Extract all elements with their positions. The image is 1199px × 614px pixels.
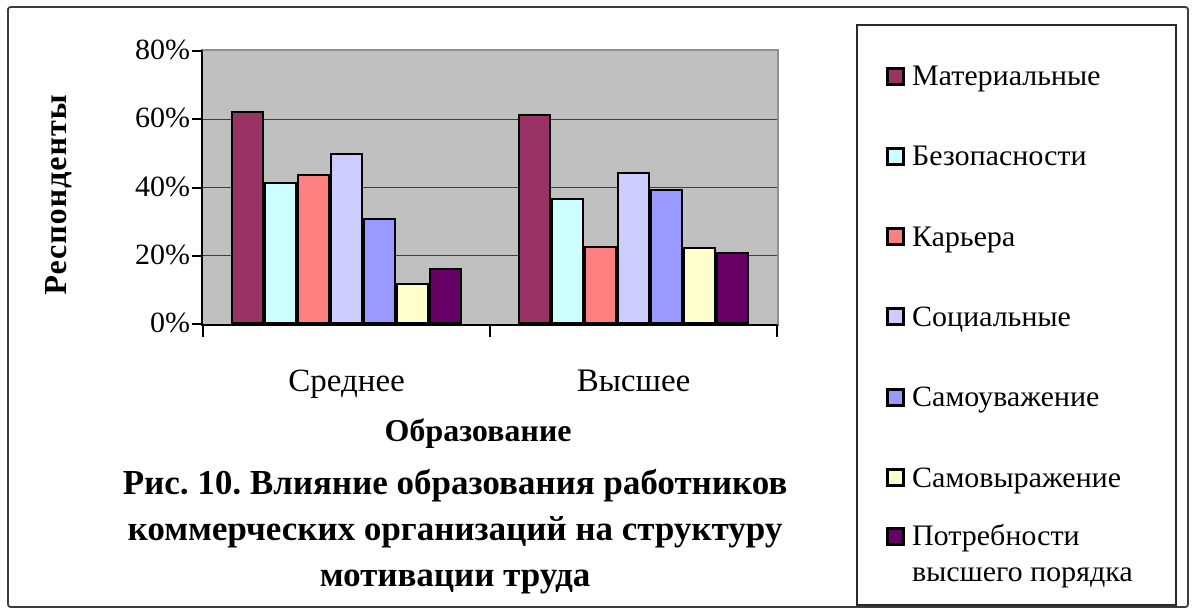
bar-Среднее-Материальные — [231, 111, 264, 324]
bar-Среднее-Самоуважение — [363, 218, 396, 324]
gridline-40 — [203, 187, 777, 188]
bar-Среднее-Потребности высшего порядка — [429, 268, 462, 324]
ytick-label-80: 80% — [135, 33, 190, 66]
ytick-mark-60 — [192, 118, 201, 121]
xcat-label-Высшее: Высшее — [576, 363, 691, 399]
legend-label-Социальные: Социальные — [912, 299, 1071, 333]
legend-swatch-Карьера — [886, 227, 905, 247]
ytick-label-0: 0% — [150, 306, 190, 339]
legend-label-Материальные: Материальные — [912, 59, 1101, 93]
ytick-mark-20 — [192, 254, 201, 257]
legend-label-Самоуважение: Самоуважение — [912, 380, 1100, 414]
legend-item-Самовыражение: Самовыражение — [886, 437, 1169, 517]
plot-area — [201, 49, 779, 326]
bar-Высшее-Самовыражение — [683, 247, 716, 324]
legend-item-Безопасности: Безопасности — [886, 116, 1169, 196]
legend-label-Самовыражение: Самовыражение — [912, 460, 1122, 494]
bar-Высшее-Безопасности — [551, 198, 584, 324]
xcat-label-Среднее: Среднее — [288, 363, 405, 399]
chart-caption: Рис. 10. Влияние образования работников … — [122, 463, 788, 594]
legend-item-Потребности высшего порядка: Потребности высшего порядка — [886, 518, 1169, 598]
x-axis-title: Образование — [384, 412, 572, 448]
ytick-mark-0 — [192, 323, 201, 325]
legend-swatch-Материальные — [886, 66, 905, 86]
legend-label-Безопасности: Безопасности — [912, 139, 1087, 173]
bar-Среднее-Социальные — [330, 153, 363, 324]
bar-Высшее-Материальные — [518, 114, 551, 324]
xtick-mark-0 — [202, 326, 204, 337]
bar-Среднее-Самовыражение — [396, 283, 429, 324]
legend-label-Карьера: Карьера — [912, 219, 1016, 253]
legend-swatch-Самовыражение — [886, 468, 905, 488]
bar-Высшее-Карьера — [584, 246, 617, 324]
legend-swatch-Социальные — [886, 307, 905, 327]
bar-Среднее-Карьера — [297, 174, 330, 324]
gridline-60 — [203, 118, 777, 120]
ytick-label-40: 40% — [135, 169, 190, 203]
legend-box: Материальные Безопасности Карьера Социальны… — [856, 24, 1177, 606]
legend-label-Потребности высшего порядка: Потребности высшего порядка — [912, 518, 1133, 588]
bar-Высшее-Потребности высшего порядка — [716, 252, 749, 324]
legend-item-Карьера: Карьера — [886, 197, 1169, 277]
ytick-mark-80 — [192, 50, 201, 52]
ytick-mark-40 — [192, 186, 201, 189]
gridline-20 — [203, 255, 777, 257]
xtick-mark-2 — [776, 326, 778, 337]
legend-item-Социальные: Социальные — [886, 277, 1169, 357]
xtick-mark-1 — [489, 326, 491, 337]
legend-item-Самоуважение: Самоуважение — [886, 357, 1169, 437]
bar-Среднее-Безопасности — [264, 182, 297, 324]
bar-Высшее-Социальные — [617, 172, 650, 324]
legend-swatch-Потребности высшего порядка — [886, 526, 905, 546]
legend-swatch-Безопасности — [886, 146, 905, 166]
ytick-label-60: 60% — [135, 101, 190, 135]
bar-Высшее-Самоуважение — [650, 189, 683, 324]
legend-item-Материальные: Материальные — [886, 36, 1169, 116]
ytick-label-20: 20% — [135, 237, 190, 271]
legend-swatch-Самоуважение — [886, 387, 905, 407]
